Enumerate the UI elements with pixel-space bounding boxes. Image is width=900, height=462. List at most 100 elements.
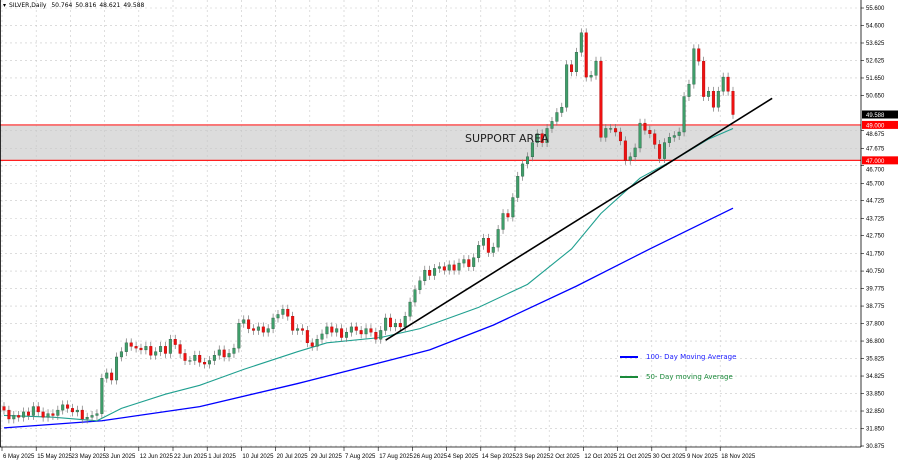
x-tick-label: 2 Oct 2025	[550, 454, 580, 460]
price-tag-label: 49.588	[866, 113, 885, 119]
candle-bull	[501, 213, 505, 230]
candle-bear	[80, 409, 84, 420]
legend-ma100: 100- Day Moving Average	[620, 353, 736, 361]
candle-bull	[188, 360, 192, 362]
candle-bear	[340, 328, 344, 338]
open-value: 50.764	[51, 2, 73, 9]
candle-bull	[335, 328, 339, 333]
candle-bull	[638, 122, 642, 149]
y-tick-label: 39.775	[866, 286, 885, 292]
candle-bull	[384, 317, 388, 331]
candle-bear	[17, 415, 21, 418]
symbol-label: SILVER,Daily	[9, 2, 47, 9]
y-tick-label: 30.875	[866, 444, 885, 450]
y-tick-label: 54.600	[866, 24, 885, 30]
candle-bear	[389, 317, 393, 328]
candle-bull	[418, 280, 422, 290]
y-tick-label: 47.675	[866, 146, 885, 152]
candle-bear	[222, 349, 226, 358]
x-tick-label: 26 Aug 2025	[413, 454, 447, 460]
candle-bull	[320, 333, 324, 340]
candle-bear	[330, 326, 334, 333]
y-tick-label: 38.775	[866, 304, 885, 310]
candle-bear	[374, 331, 378, 340]
candle-bear	[731, 91, 735, 115]
candle-bear	[540, 133, 544, 143]
candle-bear	[129, 342, 133, 347]
candle-bull	[521, 163, 525, 177]
x-tick-label: 12 Jun 2025	[140, 454, 174, 460]
low-value: 48.621	[99, 2, 121, 9]
y-tick-label: 50.650	[866, 94, 885, 100]
candle-bull	[115, 356, 119, 381]
y-tick-label: 31.850	[866, 427, 885, 433]
y-tick-label: 48.675	[866, 132, 885, 138]
collapse-triangle-icon[interactable]: ▾	[3, 2, 7, 9]
candle-bear	[452, 264, 456, 271]
candle-bull	[232, 347, 236, 354]
candle-bull	[95, 413, 99, 416]
candle-bull	[511, 197, 515, 218]
candle-bear	[70, 408, 74, 413]
candle-bear	[359, 330, 363, 335]
x-tick-label: 15 May 2025	[37, 454, 72, 460]
candle-bear	[66, 404, 70, 409]
candle-bear	[486, 238, 490, 253]
candle-bull	[61, 404, 65, 411]
legend-swatch-ma100	[620, 356, 638, 358]
candle-bear	[398, 323, 402, 328]
x-tick-label: 23 Sep 2025	[516, 454, 551, 460]
candle-bear	[648, 130, 652, 134]
candle-bull	[12, 415, 16, 420]
candle-bear	[506, 213, 510, 218]
x-tick-label: 14 Sep 2025	[482, 454, 517, 460]
candle-bear	[599, 60, 603, 138]
candle-bull	[168, 339, 172, 354]
candle-bull	[344, 331, 348, 338]
x-tick-label: 21 Oct 2025	[619, 454, 652, 460]
candle-bear	[36, 406, 40, 413]
candle-bull	[271, 317, 275, 329]
y-tick-label: 43.725	[866, 216, 885, 222]
trendline[interactable]	[385, 97, 773, 341]
y-tick-label: 40.750	[866, 269, 885, 275]
candle-bull	[56, 409, 60, 416]
price-tag-bg	[862, 120, 898, 129]
candle-bear	[300, 328, 304, 331]
x-tick-label: 3 Jun 2025	[106, 454, 136, 460]
candle-bull	[707, 91, 711, 97]
candle-bull	[144, 346, 148, 351]
candle-bull	[242, 319, 246, 324]
x-tick-label: 23 May 2025	[71, 454, 106, 460]
candle-bull	[535, 133, 539, 143]
candle-bull	[633, 147, 637, 158]
candle-bull	[296, 328, 300, 331]
candle-bear	[163, 346, 167, 354]
candle-bull	[604, 128, 608, 138]
candle-bull	[159, 346, 163, 352]
y-tick-label: 44.725	[866, 199, 885, 205]
y-tick-label: 52.625	[866, 59, 885, 65]
candle-bull	[315, 339, 319, 347]
candle-bull	[46, 413, 50, 418]
candle-bear	[7, 409, 11, 420]
legend-label-ma100: 100- Day Moving Average	[646, 353, 737, 361]
y-tick-label: 34.825	[866, 374, 885, 380]
candle-bear	[711, 91, 715, 108]
candle-bull	[496, 229, 500, 248]
ma100-line	[3, 207, 734, 429]
candle-bear	[623, 140, 627, 161]
chart-header: ▾ SILVER,Daily 50.764 50.816 48.621 49.588	[3, 2, 147, 9]
x-tick-label: 4 Sep 2025	[448, 454, 479, 460]
candle-bull	[281, 308, 285, 315]
candle-bull	[349, 326, 353, 333]
candle-bull	[721, 76, 725, 92]
candle-bear	[134, 346, 138, 349]
candle-bull	[119, 351, 123, 358]
candle-bull	[193, 355, 197, 361]
candle-bull	[545, 128, 549, 143]
y-tick-label: 41.750	[866, 251, 885, 257]
candle-bear	[173, 339, 177, 345]
y-tick-label: 32.850	[866, 409, 885, 415]
